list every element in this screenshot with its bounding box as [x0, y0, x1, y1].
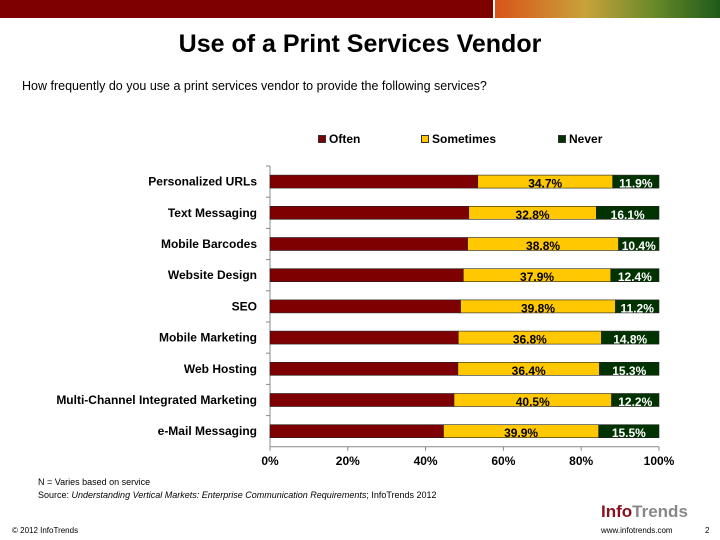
- bar-often: [269, 299, 461, 314]
- sample-note: N = Varies based on service: [38, 477, 151, 487]
- legend-label: Often: [329, 132, 361, 146]
- data-label: 36.8%: [513, 333, 547, 347]
- source-note: Source: Understanding Vertical Markets: …: [38, 490, 437, 500]
- header-banner: [0, 0, 493, 18]
- bar-never: [611, 393, 660, 407]
- legend-label: Never: [569, 132, 603, 146]
- category-label: Mobile Barcodes: [161, 237, 257, 251]
- legend-sometimes: Sometimes: [421, 132, 496, 146]
- bar-often: [269, 393, 455, 407]
- infotrends-logo: InfoTrends: [601, 502, 688, 521]
- bar-never: [615, 299, 660, 314]
- x-tick-label: 80%: [569, 454, 593, 468]
- x-tick-label: 0%: [261, 454, 279, 468]
- bar-never: [598, 424, 660, 439]
- category-label: Multi-Channel Integrated Marketing: [56, 393, 257, 407]
- bar-often: [269, 361, 459, 376]
- data-label: 16.1%: [611, 208, 645, 222]
- data-label: 15.5%: [612, 426, 646, 440]
- globe-image: [495, 0, 720, 18]
- legend-swatch: [421, 135, 429, 143]
- bar-often: [269, 237, 468, 251]
- data-label: 37.9%: [520, 270, 554, 284]
- category-label: Web Hosting: [184, 362, 257, 376]
- data-label: 38.8%: [526, 239, 560, 253]
- legend-swatch: [558, 135, 566, 143]
- data-label: 11.9%: [619, 177, 653, 191]
- legend-label: Sometimes: [432, 132, 497, 146]
- website-url: www.infotrends.com: [601, 526, 673, 535]
- bar-never: [596, 206, 660, 220]
- page-title: Use of a Print Services Vendor: [178, 30, 542, 58]
- data-label: 39.9%: [504, 426, 538, 440]
- category-label: Personalized URLs: [148, 175, 257, 189]
- category-label: Text Messaging: [168, 206, 257, 220]
- bar-often: [269, 174, 479, 189]
- source-prefix: Source:: [38, 490, 72, 500]
- x-tick-label: 60%: [491, 454, 515, 468]
- x-tick-label: 40%: [414, 454, 438, 468]
- legend-swatch: [318, 135, 326, 143]
- data-label: 11.2%: [621, 301, 655, 315]
- survey-question: How frequently do you use a print servic…: [22, 79, 487, 93]
- data-label: 14.8%: [613, 333, 647, 347]
- bar-never: [601, 330, 660, 345]
- bar-often: [269, 268, 464, 283]
- data-label: 12.2%: [618, 395, 652, 409]
- bar-often: [269, 206, 470, 220]
- copyright: © 2012 InfoTrends: [12, 526, 79, 535]
- page-number: 2: [705, 526, 710, 535]
- bar-never: [599, 361, 660, 376]
- source-title: Understanding Vertical Markets: Enterpri…: [71, 490, 367, 500]
- bar-often: [269, 424, 444, 439]
- source-suffix: ; InfoTrends 2012: [366, 490, 437, 500]
- data-label: 39.8%: [521, 301, 555, 315]
- data-label: 10.4%: [622, 239, 656, 253]
- bar-never: [618, 237, 660, 251]
- legend-often: Often: [318, 132, 360, 146]
- category-label: Mobile Marketing: [159, 331, 257, 345]
- category-label: Website Design: [168, 268, 257, 282]
- bar-often: [269, 330, 459, 345]
- x-tick-label: 100%: [644, 454, 675, 468]
- data-label: 15.3%: [612, 364, 646, 378]
- data-label: 36.4%: [512, 364, 546, 378]
- legend-never: Never: [558, 132, 602, 146]
- data-label: 32.8%: [516, 208, 550, 222]
- data-label: 40.5%: [516, 395, 550, 409]
- data-label: 34.7%: [528, 177, 562, 191]
- bar-never: [610, 268, 660, 283]
- category-label: e-Mail Messaging: [158, 424, 257, 438]
- category-label: SEO: [232, 299, 257, 313]
- data-label: 12.4%: [618, 270, 652, 284]
- bar-never: [612, 174, 660, 189]
- x-tick-label: 20%: [336, 454, 360, 468]
